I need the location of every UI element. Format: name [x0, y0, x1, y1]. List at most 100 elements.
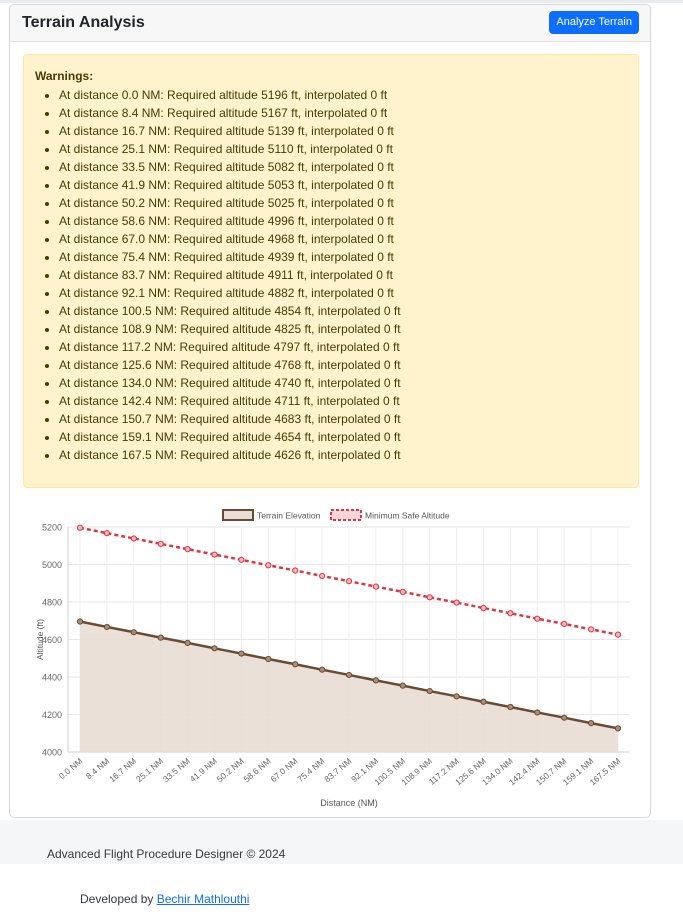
data-point	[319, 572, 326, 580]
data-point	[372, 583, 379, 590]
x-tick-label: 16.7 NM	[107, 756, 138, 784]
warning-item: At distance 0.0 NM: Required altitude 51…	[59, 86, 401, 104]
warnings-title: Warnings:	[35, 69, 94, 83]
warning-item: At distance 142.4 NM: Required altitude …	[59, 392, 401, 410]
x-tick-label: 33.5 NM	[161, 756, 192, 784]
data-point	[534, 709, 541, 716]
data-point	[561, 714, 568, 721]
warning-item: At distance 108.9 NM: Required altitude …	[59, 320, 401, 338]
footer: Advanced Flight Procedure Designer © 202…	[0, 820, 683, 864]
warning-item: At distance 125.6 NM: Required altitude …	[59, 356, 401, 374]
warning-item: At distance 67.0 NM: Required altitude 4…	[59, 230, 401, 248]
data-point	[345, 578, 353, 585]
warning-item: At distance 8.4 NM: Required altitude 51…	[59, 104, 401, 122]
data-point	[76, 524, 84, 531]
data-point	[453, 599, 460, 606]
warnings-alert: Warnings: At distance 0.0 NM: Required a…	[23, 54, 639, 488]
data-point	[453, 693, 460, 700]
data-point	[292, 661, 299, 668]
y-tick-label: 4800	[42, 598, 62, 608]
y-tick-label: 5000	[42, 560, 62, 570]
data-point	[184, 546, 191, 553]
data-point	[238, 556, 245, 563]
data-point	[426, 687, 433, 695]
data-point	[211, 645, 218, 652]
x-tick-label: 67.0 NM	[268, 756, 299, 784]
y-tick-label: 4000	[42, 748, 62, 758]
warning-item: At distance 33.5 NM: Required altitude 5…	[59, 158, 401, 176]
x-tick-label: 25.1 NM	[134, 756, 165, 784]
data-point	[103, 623, 111, 631]
developer-credit: Developed by Bechir Mathlouthi	[80, 892, 249, 906]
data-point	[265, 655, 272, 663]
data-point	[130, 535, 137, 542]
y-tick-label: 5200	[42, 523, 62, 533]
warning-item: At distance 25.1 NM: Required altitude 5…	[59, 140, 401, 158]
x-tick-label: 75.4 NM	[295, 756, 326, 784]
data-point	[157, 540, 164, 547]
y-tick-label: 4600	[42, 635, 62, 645]
warning-item: At distance 50.2 NM: Required altitude 5…	[59, 194, 401, 212]
footer-copyright: Advanced Flight Procedure Designer © 202…	[47, 847, 286, 861]
warning-item: At distance 16.7 NM: Required altitude 5…	[59, 122, 401, 140]
x-tick-label: 0.0 NM	[57, 756, 84, 781]
warning-item: At distance 92.1 NM: Required altitude 4…	[59, 284, 401, 302]
card-header: Terrain Analysis Analyze Terrain	[10, 5, 650, 42]
data-point	[103, 530, 111, 537]
data-point	[238, 650, 245, 657]
x-tick-label: 58.6 NM	[242, 756, 273, 784]
warning-item: At distance 117.2 NM: Required altitude …	[59, 338, 401, 356]
warning-item: At distance 150.7 NM: Required altitude …	[59, 410, 401, 428]
warnings-list: At distance 0.0 NM: Required altitude 51…	[24, 86, 401, 464]
legend-swatch	[330, 509, 362, 521]
data-point	[426, 594, 433, 601]
warning-item: At distance 167.5 NM: Required altitude …	[59, 446, 401, 464]
data-point	[345, 671, 353, 679]
legend-label: Terrain Elevation	[257, 511, 321, 521]
data-point	[399, 682, 406, 689]
x-axis-title: Distance (NM)	[320, 798, 378, 808]
terrain-chart: 4000 4200 4400 4600 4800 5000 5200 0.0 NM 8.4 NM…	[23, 498, 643, 811]
data-point	[507, 703, 514, 711]
data-point	[480, 698, 487, 705]
warning-item: At distance 83.7 NM: Required altitude 4…	[59, 266, 401, 284]
data-point	[372, 677, 379, 684]
warning-item: At distance 58.6 NM: Required altitude 4…	[59, 212, 401, 230]
data-point	[265, 562, 272, 569]
series-area-0	[80, 621, 618, 752]
y-axis-title: Altitude (ft)	[35, 619, 45, 660]
data-point	[292, 567, 299, 574]
data-point	[534, 615, 541, 622]
y-tick-label: 4200	[42, 710, 62, 720]
card-title: Terrain Analysis	[22, 14, 145, 31]
warning-item: At distance 75.4 NM: Required altitude 4…	[59, 248, 401, 266]
y-tick-label: 4400	[42, 673, 62, 683]
data-point	[588, 720, 595, 727]
x-tick-label: 41.9 NM	[188, 756, 219, 784]
data-point	[561, 620, 568, 628]
top-strip	[0, 0, 683, 3]
data-point	[480, 604, 487, 612]
data-point	[157, 634, 164, 641]
analyze-terrain-button[interactable]: Analyze Terrain	[549, 11, 639, 34]
data-point	[130, 629, 137, 636]
data-point	[184, 639, 191, 646]
data-point	[76, 618, 84, 625]
author-link[interactable]: Bechir Mathlouthi	[156, 892, 250, 906]
warning-item: At distance 159.1 NM: Required altitude …	[59, 428, 401, 446]
data-point	[588, 626, 595, 633]
data-point	[614, 725, 622, 732]
data-point	[614, 631, 622, 638]
developed-by-label: Developed by	[80, 892, 154, 906]
x-tick-label: 50.2 NM	[215, 756, 246, 784]
terrain-analysis-card: Terrain Analysis Analyze Terrain Warning…	[9, 4, 651, 818]
legend-label: Minimum Safe Altitude	[365, 511, 450, 521]
warning-item: At distance 41.9 NM: Required altitude 5…	[59, 176, 401, 194]
x-tick-label: 83.7 NM	[322, 756, 353, 784]
data-point	[399, 588, 406, 595]
warning-item: At distance 100.5 NM: Required altitude …	[59, 302, 401, 320]
data-point	[211, 551, 218, 558]
data-point	[507, 610, 514, 617]
legend-swatch	[222, 509, 254, 521]
